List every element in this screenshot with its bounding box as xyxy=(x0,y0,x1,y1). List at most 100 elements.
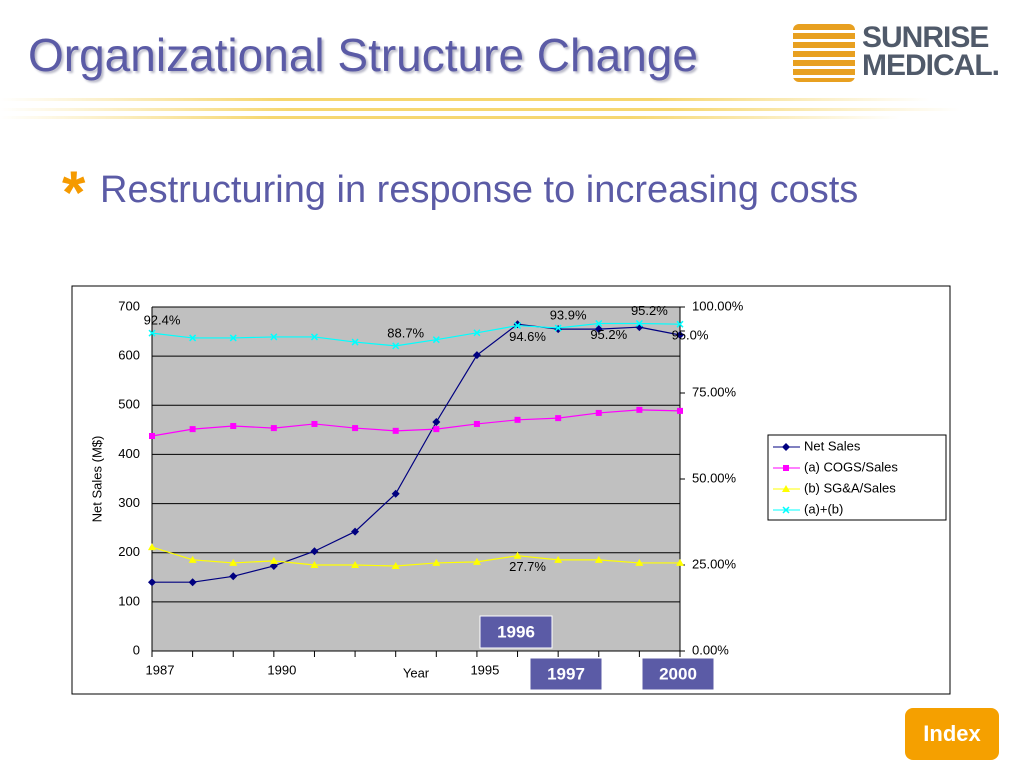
marker xyxy=(269,556,278,564)
marker xyxy=(473,420,480,427)
divider xyxy=(0,116,900,119)
marker xyxy=(432,558,441,566)
data-label: 95.0% xyxy=(672,328,709,343)
marker xyxy=(148,329,156,337)
marker xyxy=(149,433,155,439)
legend-label: (b) SG&A/Sales xyxy=(804,480,896,495)
index-button[interactable]: Index xyxy=(905,708,999,760)
annotation: 1996 xyxy=(497,622,535,641)
data-label: 95.2% xyxy=(631,303,668,318)
x-tick-label: 1990 xyxy=(267,662,296,677)
data-label: 95.2% xyxy=(590,327,627,342)
legend xyxy=(767,434,947,521)
marker xyxy=(270,333,278,341)
marker xyxy=(595,319,603,328)
divider xyxy=(0,98,930,101)
series-line xyxy=(151,322,681,347)
marker xyxy=(351,527,360,536)
marker xyxy=(310,547,319,556)
series-line xyxy=(151,546,680,567)
data-label: 92.4% xyxy=(144,313,181,328)
marker xyxy=(676,331,684,340)
data-label: 27.7% xyxy=(509,559,546,574)
y-axis-label: Net Sales (M$) xyxy=(89,436,104,523)
marker xyxy=(148,543,156,551)
logo-icon xyxy=(793,24,855,82)
legend-label: (a) COGS/Sales xyxy=(804,459,898,474)
y-tick-label: 700 xyxy=(118,298,140,313)
annotation-box xyxy=(479,615,553,649)
marker xyxy=(594,325,603,334)
y-tick-label: 400 xyxy=(118,446,140,461)
marker xyxy=(782,443,790,451)
divider xyxy=(0,108,960,111)
annotation-box xyxy=(641,657,715,691)
y-tick-label: 0 xyxy=(133,642,140,657)
marker xyxy=(270,425,277,432)
marker xyxy=(391,489,400,498)
series-line xyxy=(152,323,681,583)
marker xyxy=(229,334,237,342)
marker xyxy=(269,561,278,570)
marker xyxy=(594,555,603,563)
y-tick-label: 500 xyxy=(118,397,140,412)
y-tick-label: 600 xyxy=(118,348,140,363)
marker xyxy=(472,557,481,565)
x-tick-label: 1995 xyxy=(470,662,499,677)
marker xyxy=(636,406,643,413)
logo-text: SUNRISE xyxy=(862,21,989,54)
y2-tick-label: 100.00% xyxy=(692,298,744,313)
marker xyxy=(230,423,237,430)
marker xyxy=(391,562,400,570)
plot-area xyxy=(152,307,680,651)
logo: SUNRISE MEDICAL. xyxy=(862,21,1000,82)
y2-tick-label: 50.00% xyxy=(692,470,737,485)
marker xyxy=(311,420,318,427)
marker xyxy=(554,324,562,332)
slide-title: Organizational Structure Change xyxy=(28,29,698,81)
marker xyxy=(514,322,522,330)
annotation-box xyxy=(529,657,603,691)
marker xyxy=(189,334,197,342)
marker xyxy=(676,320,684,328)
y-tick-label: 200 xyxy=(118,544,140,559)
y2-tick-label: 25.00% xyxy=(692,556,737,571)
x-tick-label: 1987 xyxy=(146,662,175,677)
marker xyxy=(677,407,683,414)
marker xyxy=(351,338,359,346)
marker xyxy=(472,351,481,360)
y-tick-label: 100 xyxy=(118,593,140,608)
marker xyxy=(351,561,360,568)
y-tick-label: 300 xyxy=(118,495,140,510)
data-label: 94.6% xyxy=(509,329,546,344)
annotation: 2000 xyxy=(659,664,697,683)
legend-label: (a)+(b) xyxy=(804,501,843,516)
marker xyxy=(783,465,789,471)
marker xyxy=(148,578,156,587)
data-label: 93.9% xyxy=(550,307,587,322)
marker xyxy=(229,558,238,566)
marker xyxy=(514,416,521,423)
marker xyxy=(473,329,481,337)
series-line xyxy=(151,409,681,437)
legend-label: Net Sales xyxy=(804,438,861,453)
marker xyxy=(782,506,790,514)
marker xyxy=(555,415,562,422)
x-axis-label: Year xyxy=(403,665,430,680)
y2-tick-label: 75.00% xyxy=(692,384,737,399)
marker xyxy=(513,551,522,559)
marker xyxy=(635,558,644,566)
marker xyxy=(782,485,790,492)
y2-tick-label: 0.00% xyxy=(692,642,729,657)
logo-text: MEDICAL. xyxy=(862,49,1000,82)
bullet-text: Restructuring in response to increasing … xyxy=(100,169,859,211)
marker xyxy=(432,417,441,426)
marker xyxy=(189,426,196,433)
marker xyxy=(432,336,440,344)
marker xyxy=(676,558,684,566)
marker xyxy=(310,333,318,341)
marker xyxy=(392,427,399,434)
marker xyxy=(554,325,563,334)
